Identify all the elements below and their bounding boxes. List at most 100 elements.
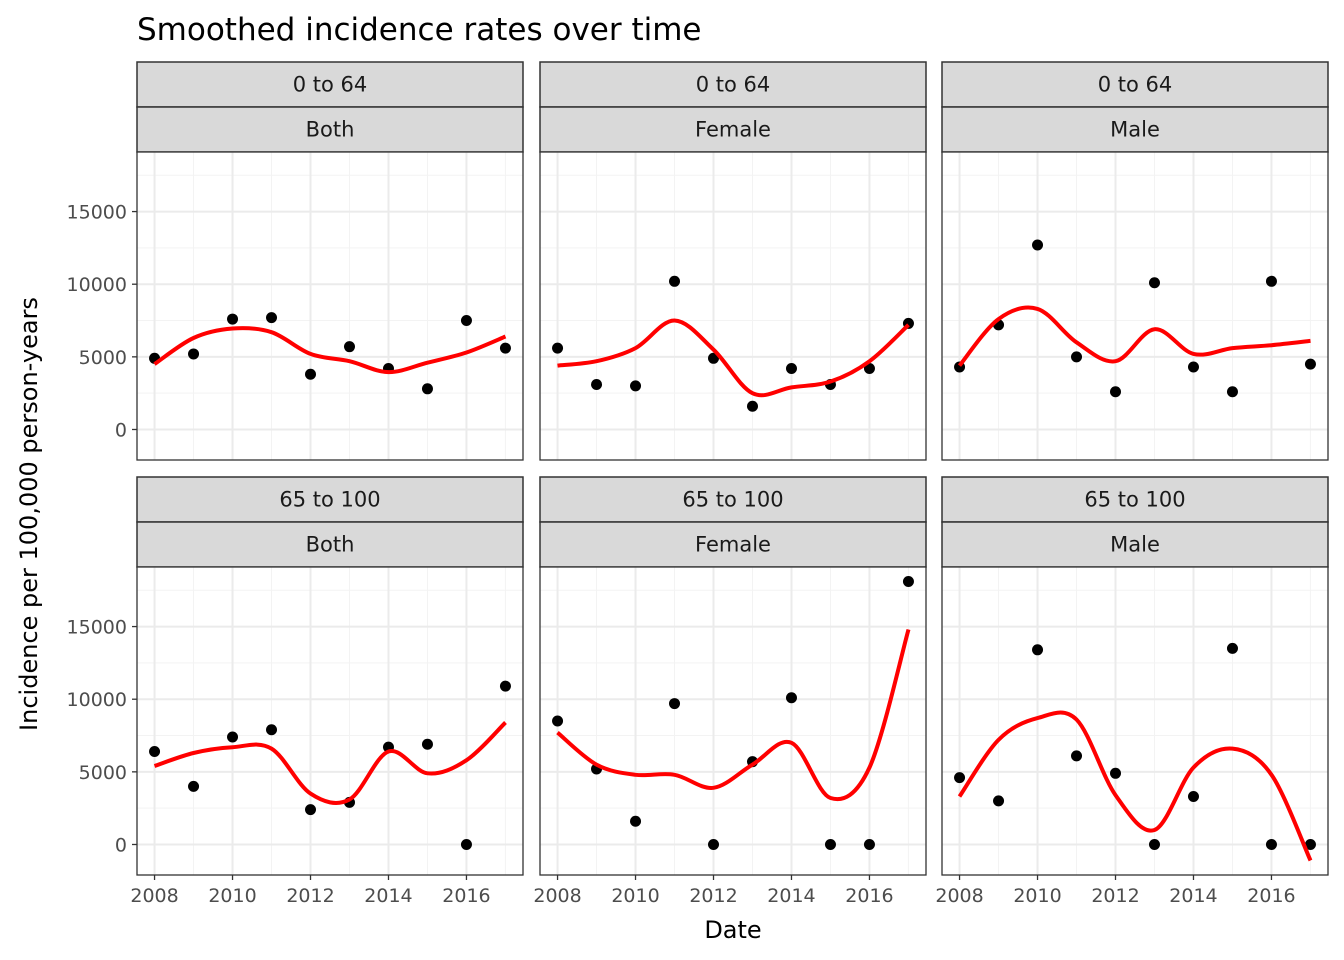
data-point	[188, 780, 200, 792]
facet-strip-top-label: 65 to 100	[682, 488, 783, 512]
data-point	[421, 738, 433, 750]
y-tick-label: 15000	[67, 617, 127, 639]
data-point	[227, 313, 239, 325]
x-tick-label: 2016	[845, 885, 893, 907]
panel-background	[540, 152, 926, 460]
facet-strip-bottom-label: Female	[695, 533, 771, 557]
data-point	[1265, 838, 1277, 850]
data-point	[1304, 358, 1316, 370]
data-point	[305, 368, 317, 380]
panel-background	[137, 567, 523, 875]
facet-strip-top-label: 0 to 64	[1098, 73, 1173, 97]
facet-strip-top	[539, 61, 927, 108]
data-point	[708, 838, 720, 850]
data-point	[1187, 361, 1199, 373]
data-point	[993, 795, 1005, 807]
data-point	[1148, 277, 1160, 289]
data-point	[188, 348, 200, 360]
facet-strip-top-label: 65 to 100	[1084, 488, 1185, 512]
x-tick-label: 2012	[689, 885, 737, 907]
facet-strip-top-label: 65 to 100	[279, 488, 380, 512]
facet-panel: 0 to 64 Male	[941, 61, 1329, 461]
data-point	[1226, 642, 1238, 654]
panel-border	[136, 566, 524, 876]
data-point	[1032, 644, 1044, 656]
y-axis-title: Incidence per 100,000 person-years	[15, 297, 43, 731]
facet-strip-bottom	[136, 521, 524, 568]
data-point	[954, 772, 966, 784]
data-point	[669, 698, 681, 710]
data-point	[591, 378, 603, 390]
x-tick-label: 2014	[1169, 885, 1217, 907]
facet-strip-top-label: 0 to 64	[696, 73, 771, 97]
data-point	[499, 342, 511, 354]
data-point	[1304, 838, 1316, 850]
x-tick-label: 2008	[533, 885, 581, 907]
y-tick-label: 10000	[67, 274, 127, 296]
facet-strip-bottom	[136, 106, 524, 153]
panel-border	[539, 566, 927, 876]
panel-background	[942, 152, 1328, 460]
facet-strip-top	[539, 476, 927, 523]
y-tick-label: 15000	[67, 202, 127, 224]
facet-strip-bottom-label: Both	[306, 533, 355, 557]
data-point	[343, 341, 355, 353]
facet-strip-top	[941, 61, 1329, 108]
data-point	[499, 680, 511, 692]
y-tick-label: 5000	[79, 347, 127, 369]
data-point	[1071, 351, 1083, 363]
x-tick-label: 2010	[611, 885, 659, 907]
smooth-line	[556, 628, 911, 802]
facet-strip-bottom-label: Both	[306, 118, 355, 142]
data-point	[1265, 275, 1277, 287]
facet-panel: 65 to 100 Male 2008 2010 2012 2014 2016	[935, 476, 1329, 907]
x-tick-label: 2010	[208, 885, 256, 907]
smooth-line	[153, 721, 507, 805]
data-point	[863, 362, 875, 374]
panel-border	[136, 151, 524, 461]
x-tick-label: 2010	[1013, 885, 1061, 907]
data-point	[460, 315, 472, 327]
facet-panel: 0 to 64 Female	[539, 61, 927, 461]
y-tick-label: 10000	[67, 689, 127, 711]
data-point	[863, 838, 875, 850]
y-tick-label: 0	[115, 834, 127, 856]
data-point	[708, 352, 720, 364]
x-tick-label: 2008	[935, 885, 983, 907]
x-axis-title: Date	[704, 916, 761, 944]
facet-strip-bottom	[539, 521, 927, 568]
panel-background	[942, 567, 1328, 875]
smooth-line	[957, 710, 1313, 862]
panel-background	[137, 152, 523, 460]
x-tick-label: 2008	[130, 885, 178, 907]
facet-strip-top	[941, 476, 1329, 523]
facet-strip-top-label: 0 to 64	[293, 73, 368, 97]
data-point	[460, 838, 472, 850]
panel-background	[540, 567, 926, 875]
data-point	[902, 576, 914, 588]
data-point	[1110, 386, 1122, 398]
panel-border	[941, 566, 1329, 876]
facet-panel: 65 to 100 Female 2008 2010 2012 2014 2016	[533, 476, 927, 907]
x-tick-label: 2014	[364, 885, 412, 907]
data-point	[785, 362, 797, 374]
data-point	[746, 400, 758, 412]
y-tick-label: 0	[115, 419, 127, 441]
data-point	[305, 804, 317, 816]
x-tick-label: 2016	[442, 885, 490, 907]
data-point	[630, 380, 642, 392]
x-tick-label: 2016	[1247, 885, 1295, 907]
data-point	[630, 815, 642, 827]
chart-title: Smoothed incidence rates over time	[137, 12, 702, 48]
data-point	[421, 383, 433, 395]
data-point	[824, 838, 836, 850]
data-point	[266, 312, 278, 324]
facet-strip-bottom	[941, 521, 1329, 568]
data-point	[1187, 791, 1199, 803]
facet-strip-bottom	[941, 106, 1329, 153]
data-point	[149, 746, 161, 758]
facet-strip-bottom-label: Male	[1110, 118, 1160, 142]
panel-border	[539, 151, 927, 461]
data-point	[1071, 750, 1083, 762]
